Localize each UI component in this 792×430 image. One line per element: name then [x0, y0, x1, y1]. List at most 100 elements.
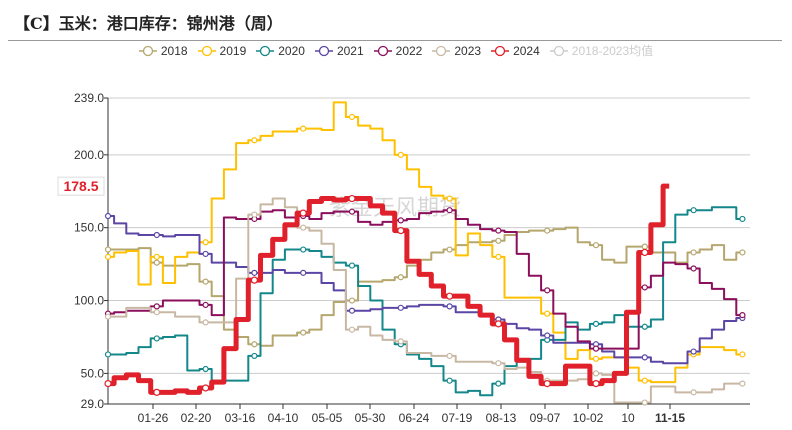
y-tick-label: 100.0 — [74, 294, 104, 308]
data-point — [690, 389, 697, 396]
series-line-2020 — [108, 206, 743, 397]
data-point — [446, 207, 453, 214]
legend-label: 2022 — [395, 43, 423, 58]
legend-marker-icon — [432, 45, 451, 56]
series-2018 — [104, 226, 746, 348]
x-tick-label: 06-24 — [399, 411, 430, 425]
data-point — [153, 231, 160, 239]
x-tick-label: 05-05 — [312, 411, 343, 425]
data-point — [348, 297, 356, 304]
y-tick-label: 29.0 — [81, 397, 105, 411]
data-point — [299, 209, 307, 217]
data-point — [251, 341, 258, 348]
data-point — [544, 332, 551, 339]
legend-item-2023[interactable]: 2023 — [432, 44, 481, 58]
data-point — [348, 307, 356, 314]
data-point — [348, 194, 356, 203]
legend-item-2020[interactable]: 2020 — [256, 44, 305, 58]
data-point — [397, 274, 404, 281]
legend-item-2018[interactable]: 2018 — [138, 44, 188, 58]
legend-item-2018-2023均值[interactable]: 2018-2023均值 — [549, 42, 654, 59]
legend-marker-icon — [138, 45, 157, 56]
data-point — [202, 301, 209, 309]
data-point — [153, 259, 160, 266]
data-point — [397, 217, 404, 224]
x-tick-label: 04-10 — [268, 411, 299, 425]
series-2024 — [104, 183, 670, 396]
series-line-2019 — [108, 101, 743, 384]
y-tick-label: 150.0 — [74, 221, 104, 235]
x-tick-label: 02-20 — [181, 411, 212, 425]
data-point — [202, 319, 209, 326]
data-point — [641, 243, 648, 250]
data-point — [543, 380, 551, 388]
data-point — [104, 246, 112, 253]
data-point — [641, 354, 648, 361]
x-tick-label: 07-19 — [442, 411, 473, 425]
data-point — [641, 284, 648, 291]
data-point — [153, 309, 160, 316]
x-tick-label: 03-16 — [225, 411, 256, 425]
data-point — [348, 113, 356, 121]
legend-marker-icon — [314, 45, 333, 56]
data-point — [397, 304, 404, 311]
data-point — [251, 352, 258, 360]
legend-marker-icon — [373, 45, 392, 56]
data-point — [592, 370, 600, 377]
data-point — [641, 377, 648, 384]
data-point — [690, 207, 697, 214]
x-tick-label: 05-30 — [355, 411, 386, 425]
legend-marker-icon — [256, 45, 275, 56]
data-point — [251, 269, 258, 276]
data-point — [544, 287, 551, 294]
legend-item-2019[interactable]: 2019 — [197, 43, 247, 58]
highlight-value-box — [57, 176, 105, 196]
data-point — [104, 351, 112, 358]
data-point — [104, 313, 112, 320]
data-point — [592, 380, 600, 388]
legend-item-2024[interactable]: 2024 — [491, 44, 540, 58]
data-point — [104, 253, 112, 260]
data-point — [300, 269, 307, 276]
data-point — [690, 249, 697, 256]
data-point — [348, 262, 356, 269]
x-tick-label: 01-26 — [138, 411, 169, 425]
data-point — [202, 384, 210, 392]
legend-marker-icon — [549, 45, 568, 56]
y-tick-label: 239.0 — [74, 91, 104, 105]
data-point — [300, 246, 307, 253]
legend-label: 2019 — [219, 43, 247, 58]
data-point — [202, 239, 209, 246]
legend-label: 2021 — [336, 43, 364, 58]
data-point — [153, 388, 161, 396]
highlight-value-label: 178.5 — [63, 178, 98, 194]
data-point — [592, 320, 600, 327]
data-point — [446, 246, 453, 253]
data-point — [348, 208, 356, 215]
x-tick-label: 09-07 — [530, 411, 561, 425]
data-point — [739, 249, 746, 256]
highlight-x-label: 11-15 — [655, 411, 685, 425]
data-point — [592, 345, 600, 352]
series-line-2023 — [108, 197, 743, 404]
legend-label: 2018-2023均值 — [571, 44, 654, 58]
data-point — [739, 351, 746, 358]
data-point — [104, 212, 112, 220]
data-point — [739, 215, 746, 223]
legend-item-2021[interactable]: 2021 — [314, 43, 364, 58]
data-point — [300, 329, 307, 336]
data-point — [251, 211, 258, 218]
data-point — [495, 380, 502, 387]
data-point — [348, 326, 356, 333]
data-point — [446, 195, 453, 202]
data-point — [251, 137, 258, 144]
x-tick-label: 10-02 — [573, 411, 604, 425]
legend-label: 2023 — [454, 43, 482, 58]
data-point — [641, 323, 648, 330]
data-point — [495, 360, 502, 367]
data-point — [446, 352, 453, 360]
data-point — [544, 227, 551, 234]
data-point — [495, 237, 502, 244]
data-point — [202, 250, 209, 258]
legend-item-2022[interactable]: 2022 — [373, 43, 423, 58]
